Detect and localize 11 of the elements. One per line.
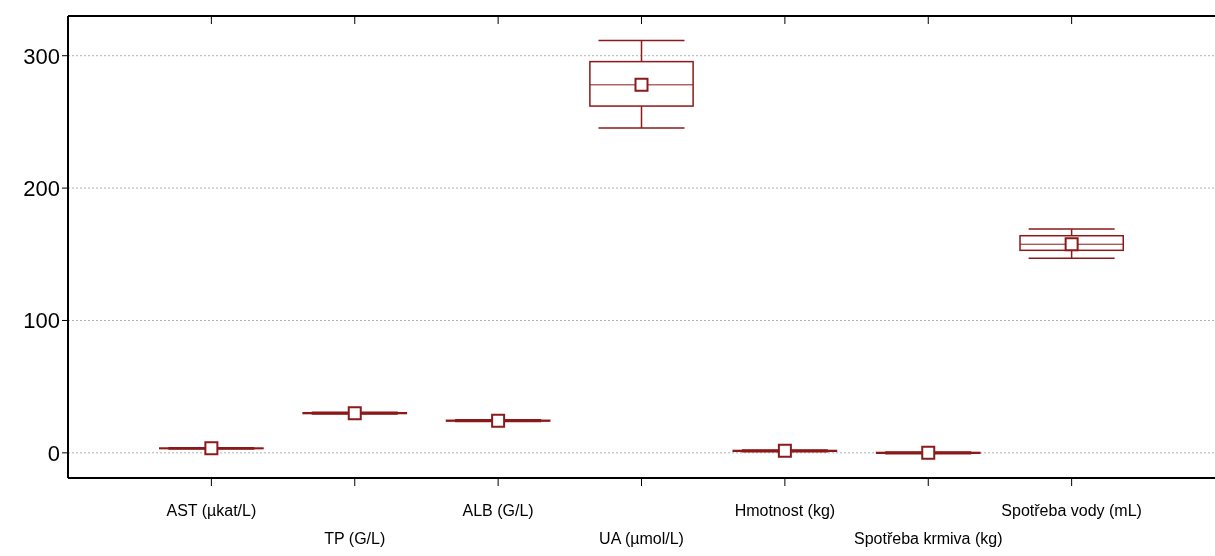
x-tick-label: UA (µmol/L)	[599, 530, 684, 547]
y-tick-label: 0	[47, 440, 60, 466]
x-tick-label: Spotřeba vody (mL)	[1001, 502, 1142, 519]
x-tick-label: Spotřeba krmiva (kg)	[854, 530, 1003, 547]
x-tick-label: Hmotnost (kg)	[734, 502, 836, 519]
x-tick-label: AST (µkat/L)	[166, 502, 257, 519]
x-tick-label: ALB (G/L)	[462, 502, 534, 519]
y-tick-label: 100	[23, 308, 60, 334]
x-tick-label: TP (G/L)	[324, 530, 386, 547]
y-tick-label: 200	[23, 175, 60, 201]
y-tick-label: 300	[23, 43, 60, 69]
